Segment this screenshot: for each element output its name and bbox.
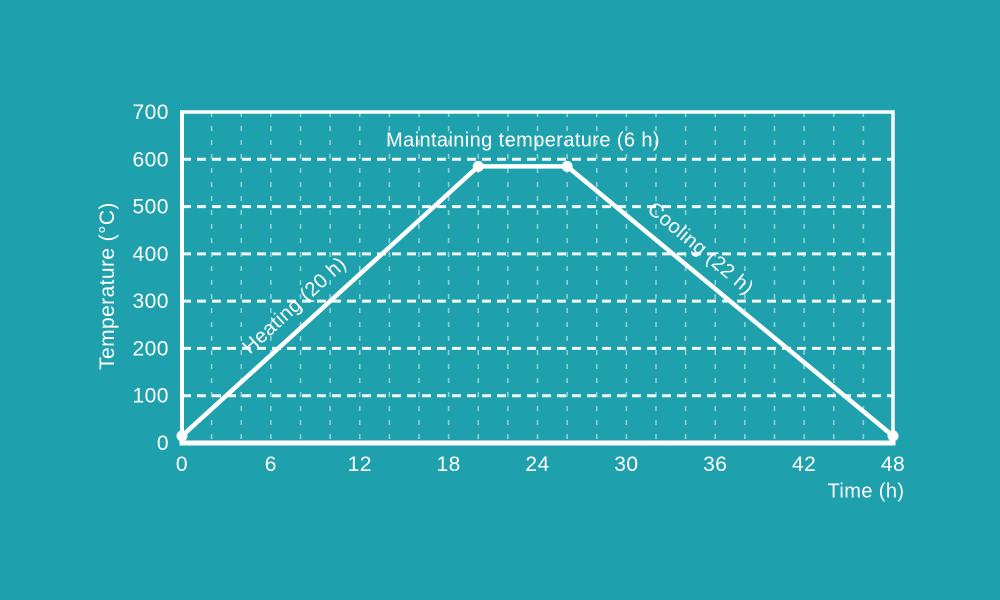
x-tick-label: 0 <box>176 453 188 476</box>
y-axis-title: Temperature (°C) <box>96 202 119 370</box>
y-tick-label: 400 <box>132 243 169 266</box>
data-point <box>887 430 899 442</box>
x-tick-label: 42 <box>792 453 816 476</box>
y-tick-label: 200 <box>132 337 169 360</box>
x-tick-label: 24 <box>525 453 549 476</box>
x-tick-label: 6 <box>265 453 277 476</box>
x-axis-title: Time (h) <box>827 480 905 503</box>
y-tick-label: 0 <box>157 432 169 455</box>
x-tick-label: 48 <box>881 453 905 476</box>
data-point <box>561 160 573 172</box>
y-tick-label: 500 <box>132 196 169 219</box>
temperature-line <box>179 164 896 439</box>
data-point <box>176 430 188 442</box>
y-tick-label: 100 <box>132 385 169 408</box>
y-tick-label: 300 <box>132 290 169 313</box>
data-point <box>472 160 484 172</box>
annotation-maintaining: Maintaining temperature (6 h) <box>386 129 660 152</box>
y-tick-label: 700 <box>132 101 169 124</box>
x-tick-label: 18 <box>436 453 460 476</box>
x-tick-label: 36 <box>703 453 727 476</box>
x-tick-label: 12 <box>348 453 372 476</box>
y-tick-label: 600 <box>132 148 169 171</box>
x-tick-label: 30 <box>614 453 638 476</box>
